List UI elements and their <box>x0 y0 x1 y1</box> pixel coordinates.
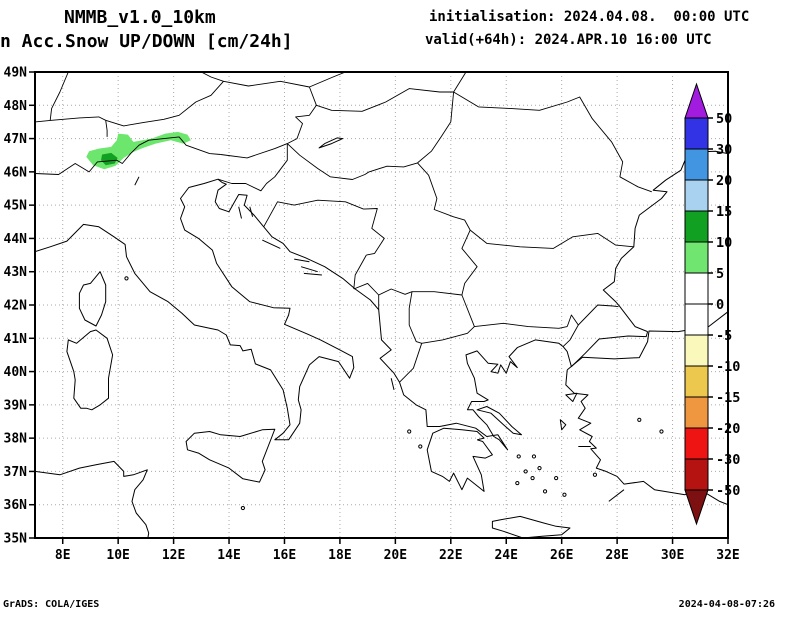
colorbar-segment <box>684 179 709 212</box>
lat-tick-label: 41N <box>4 332 28 347</box>
lon-tick-label: 26E <box>550 548 573 563</box>
colorbar-tick-label: 15 <box>716 204 732 220</box>
colorbar-tick-label: -15 <box>716 390 740 406</box>
lon-tick-label: 22E <box>439 548 462 563</box>
lat-tick-label: 45N <box>4 199 28 214</box>
snow-patch-dark <box>101 152 118 166</box>
lat-tick-label: 40N <box>4 365 28 380</box>
colorbar-tick-label: -10 <box>716 359 740 375</box>
colorbar-tick-label: -30 <box>716 452 740 468</box>
lat-tick-label: 48N <box>4 99 28 114</box>
lat-tick-label: 39N <box>4 398 28 413</box>
lon-tick-label: 10E <box>106 548 129 563</box>
lon-tick-label: 30E <box>661 548 684 563</box>
lat-tick-label: 38N <box>4 432 28 447</box>
product-title: n Acc.Snow UP/DOWN [cm/24h] <box>0 31 293 52</box>
lat-tick-label: 47N <box>4 132 28 147</box>
lon-tick-label: 8E <box>55 548 71 563</box>
coastlines <box>35 137 728 538</box>
colorbar-segment <box>684 241 709 274</box>
colorbar-segment <box>684 272 709 305</box>
lat-tick-label: 44N <box>4 232 28 247</box>
lon-tick-label: 20E <box>384 548 407 563</box>
lat-tick-label: 46N <box>4 165 28 180</box>
colorbar-tick-label: 30 <box>716 142 732 158</box>
lon-tick-label: 28E <box>605 548 628 563</box>
colorbar-tick-label: -20 <box>716 421 740 437</box>
colorbar-segment <box>684 117 709 150</box>
colorbar-segment <box>684 303 709 336</box>
colorbar-segment <box>684 365 709 398</box>
lon-tick-label: 16E <box>273 548 296 563</box>
grads-credit: GrADS: COLA/IGES <box>3 599 100 610</box>
colorbar-tick-label: 20 <box>716 173 732 189</box>
colorbar-segment <box>684 334 709 367</box>
map-layers <box>35 72 728 538</box>
colorbar-segment <box>684 427 709 460</box>
lon-tick-label: 32E <box>716 548 739 563</box>
colorbar-segment <box>684 210 709 243</box>
colorbar-tick-label: -50 <box>716 483 740 499</box>
country-borders <box>35 72 652 383</box>
graticule <box>35 72 728 538</box>
colorbar-tick-label: 50 <box>716 111 732 127</box>
model-title: NMMB_v1.0_10km <box>64 7 216 28</box>
creation-timestamp: 2024-04-08-07:26 <box>678 599 775 610</box>
lat-tick-label: 43N <box>4 265 28 280</box>
colorbar-tick-label: -5 <box>716 328 732 344</box>
colorbar-tick-label: 10 <box>716 235 732 251</box>
colorbar-arrow-bottom <box>684 489 709 526</box>
colorbar-tick-label: 5 <box>716 266 724 282</box>
lat-tick-label: 35N <box>4 532 28 547</box>
valid-time-label: valid(+64h): 2024.APR.10 16:00 UTC <box>425 32 712 48</box>
colorbar-segment <box>684 396 709 429</box>
lon-tick-label: 18E <box>328 548 351 563</box>
colorbar-segment <box>684 148 709 181</box>
lat-tick-label: 37N <box>4 465 28 480</box>
lat-tick-label: 49N <box>4 66 28 81</box>
axis-labels: 8E 10E 12E 14E 16E 18E 20E 22E 24E 26E 28E 30E 32E 49… <box>4 66 740 564</box>
lat-tick-label: 36N <box>4 498 28 513</box>
init-time-label: initialisation: 2024.04.08. 00:00 UTC <box>429 9 750 25</box>
lon-tick-label: 24E <box>494 548 517 563</box>
lat-tick-label: 42N <box>4 299 28 314</box>
colorbar-segment <box>684 458 709 491</box>
colorbar-tick-label: 0 <box>716 297 724 313</box>
colorbar-arrow-top <box>684 82 709 119</box>
lon-tick-label: 14E <box>217 548 240 563</box>
lon-tick-label: 12E <box>162 548 185 563</box>
